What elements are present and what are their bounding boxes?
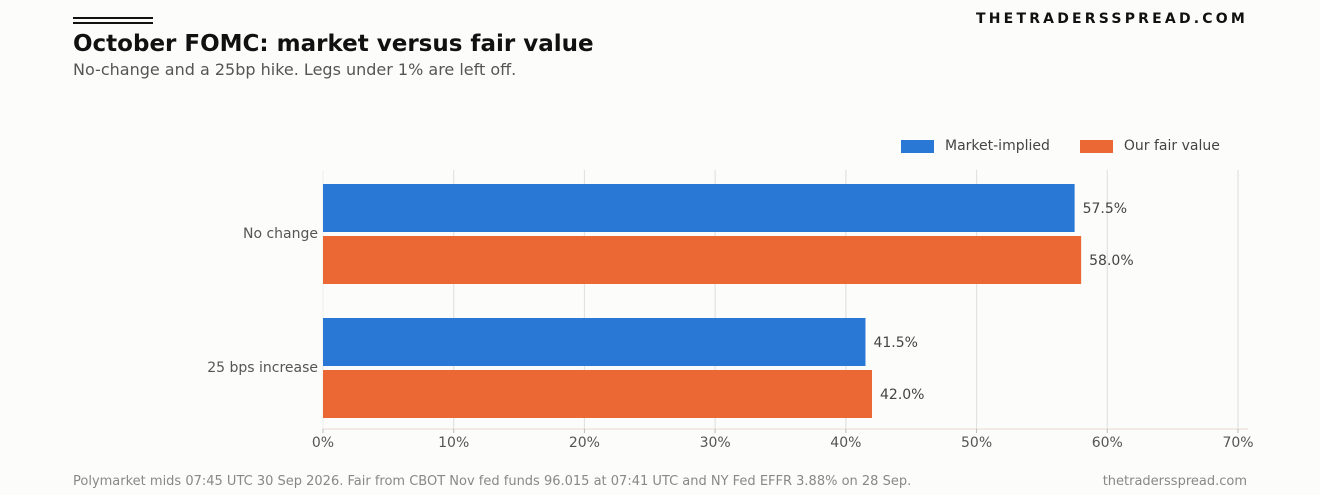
brand-wordmark: THETRADERSSPREAD.COM	[976, 11, 1248, 27]
y-category-label: 25 bps increase	[207, 360, 318, 376]
title-rule-top	[73, 17, 153, 19]
y-category-label: No change	[243, 226, 318, 242]
x-tick-label: 50%	[961, 435, 992, 451]
footer-site: thetradersspread.com	[1102, 474, 1247, 489]
data-label: 42.0%	[880, 387, 924, 403]
data-label: 57.5%	[1083, 201, 1127, 217]
bar-market	[323, 318, 866, 366]
data-label: 58.0%	[1089, 253, 1133, 269]
legend-item-market: Market-implied	[901, 138, 1050, 154]
legend-swatch-fair	[1079, 139, 1113, 153]
chart-subtitle: No-change and a 25bp hike. Legs under 1%…	[73, 60, 517, 79]
legend: Market-implied Our fair value	[901, 138, 1220, 154]
legend-swatch-market	[901, 139, 934, 153]
title-rule-bottom	[73, 22, 153, 24]
x-tick-label: 30%	[700, 435, 731, 451]
legend-label-fair: Our fair value	[1123, 138, 1220, 154]
legend-label-market: Market-implied	[945, 138, 1050, 154]
x-tick-label: 0%	[312, 435, 334, 451]
source-note: Polymarket mids 07:45 UTC 30 Sep 2026. F…	[73, 474, 912, 489]
bar-fair	[323, 370, 872, 418]
x-tick-label: 70%	[1222, 435, 1253, 451]
bar-market	[323, 184, 1075, 232]
bar-fair	[323, 236, 1082, 284]
x-tick-label: 10%	[438, 435, 469, 451]
x-tick-label: 20%	[569, 435, 600, 451]
x-tick-label: 60%	[1092, 435, 1123, 451]
x-tick-label: 40%	[830, 435, 861, 451]
legend-item-fair: Our fair value	[1079, 138, 1220, 154]
chart-title: October FOMC: market versus fair value	[73, 31, 594, 57]
data-label: 41.5%	[873, 335, 917, 351]
